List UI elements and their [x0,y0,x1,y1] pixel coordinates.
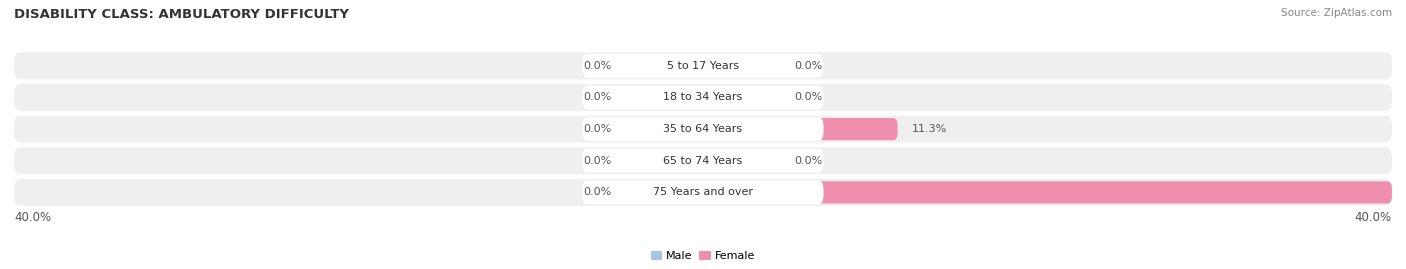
FancyBboxPatch shape [582,149,824,173]
FancyBboxPatch shape [626,150,703,172]
Text: DISABILITY CLASS: AMBULATORY DIFFICULTY: DISABILITY CLASS: AMBULATORY DIFFICULTY [14,8,349,21]
Text: Source: ZipAtlas.com: Source: ZipAtlas.com [1281,8,1392,18]
Text: 0.0%: 0.0% [794,93,823,102]
FancyBboxPatch shape [582,117,824,141]
Text: 0.0%: 0.0% [583,187,612,197]
FancyBboxPatch shape [582,180,824,204]
FancyBboxPatch shape [626,181,703,203]
Text: 18 to 34 Years: 18 to 34 Years [664,93,742,102]
FancyBboxPatch shape [626,86,703,109]
FancyBboxPatch shape [582,86,824,109]
FancyBboxPatch shape [703,55,780,77]
Text: 40.0%: 40.0% [1355,211,1392,224]
Text: 75 Years and over: 75 Years and over [652,187,754,197]
FancyBboxPatch shape [703,181,1392,203]
Text: 35 to 64 Years: 35 to 64 Years [664,124,742,134]
Text: 11.3%: 11.3% [911,124,946,134]
FancyBboxPatch shape [14,116,1392,143]
FancyBboxPatch shape [703,118,897,140]
Text: 65 to 74 Years: 65 to 74 Years [664,156,742,166]
Text: 0.0%: 0.0% [583,156,612,166]
Legend: Male, Female: Male, Female [647,246,759,266]
FancyBboxPatch shape [703,86,780,109]
FancyBboxPatch shape [14,52,1392,79]
FancyBboxPatch shape [626,118,703,140]
Text: 0.0%: 0.0% [583,61,612,71]
FancyBboxPatch shape [14,84,1392,111]
Text: 0.0%: 0.0% [583,93,612,102]
Text: 0.0%: 0.0% [794,61,823,71]
FancyBboxPatch shape [703,150,780,172]
Text: 0.0%: 0.0% [583,124,612,134]
FancyBboxPatch shape [14,147,1392,174]
Text: 5 to 17 Years: 5 to 17 Years [666,61,740,71]
FancyBboxPatch shape [14,179,1392,206]
Text: 40.0%: 40.0% [14,211,51,224]
FancyBboxPatch shape [626,55,703,77]
FancyBboxPatch shape [582,54,824,78]
Text: 0.0%: 0.0% [794,156,823,166]
